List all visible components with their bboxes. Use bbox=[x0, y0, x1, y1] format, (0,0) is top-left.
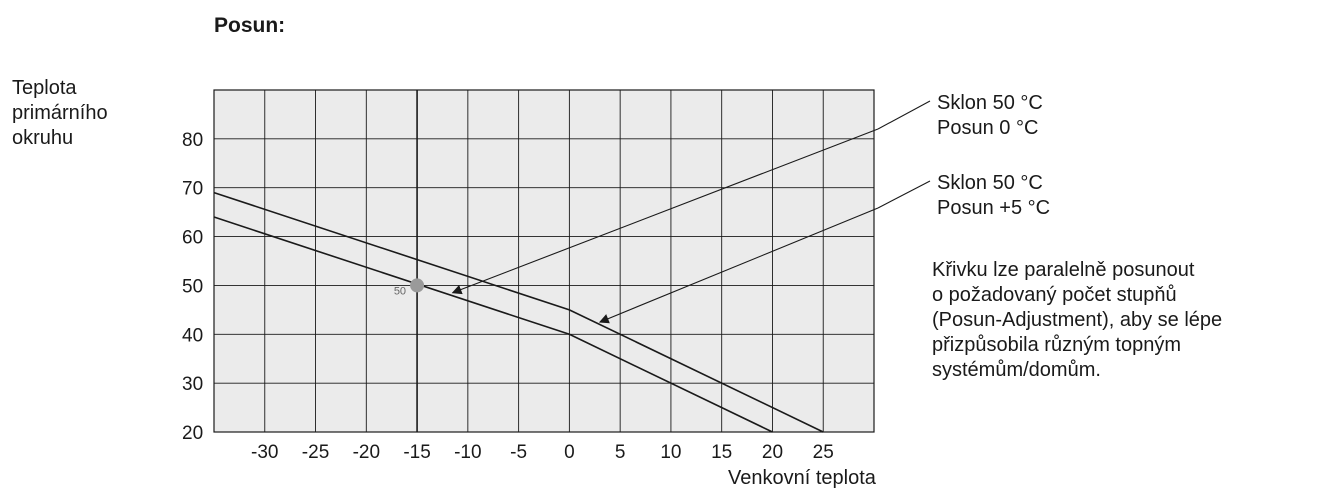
x-tick-label: -25 bbox=[302, 442, 329, 463]
x-tick-label: 10 bbox=[660, 442, 681, 463]
y-tick-label: 60 bbox=[182, 228, 203, 249]
y-axis-label-line-2: primárního bbox=[12, 102, 108, 124]
x-tick-label: -20 bbox=[353, 442, 380, 463]
annotation-posun-0: Sklon 50 °C Posun 0 °C bbox=[937, 91, 1043, 141]
x-tick-label: 15 bbox=[711, 442, 732, 463]
x-tick-label: 5 bbox=[615, 442, 626, 463]
chart-title: Posun: bbox=[214, 14, 286, 37]
y-axis-label-line-3: okruhu bbox=[12, 127, 74, 149]
y-axis-label: Teplota primárního okruhu bbox=[12, 76, 108, 151]
x-tick-label: -5 bbox=[510, 442, 527, 463]
annotation-posun-0-line-1: Sklon 50 °C bbox=[937, 92, 1043, 114]
y-tick-label: 80 bbox=[182, 130, 203, 151]
x-axis-label: Venkovní teplota bbox=[728, 467, 876, 489]
x-tick-label: 0 bbox=[564, 442, 575, 463]
y-axis-label-line-1: Teplota bbox=[12, 77, 77, 99]
curve-marker-label: 50 bbox=[394, 285, 406, 297]
series-line-1 bbox=[213, 216, 773, 433]
annotation-posun-0-line-2: Posun 0 °C bbox=[937, 117, 1039, 139]
x-tick-label: -15 bbox=[403, 442, 430, 463]
description-line-1: Křivku lze paralelně posunout bbox=[932, 259, 1195, 281]
y-tick-label: 50 bbox=[182, 276, 203, 297]
x-tick-label: -10 bbox=[454, 442, 481, 463]
y-tick-label: 40 bbox=[182, 325, 203, 346]
description-line-2: o požadovaný počet stupňů bbox=[932, 284, 1177, 306]
description-text: Křivku lze paralelně posunout o požadova… bbox=[932, 258, 1222, 383]
description-line-4: přizpůsobila různým topným bbox=[932, 334, 1181, 356]
annotation-posun-5-line-1: Sklon 50 °C bbox=[937, 172, 1043, 194]
annotation-arrow-1 bbox=[451, 128, 879, 295]
annotation-posun-5: Sklon 50 °C Posun +5 °C bbox=[937, 171, 1050, 221]
x-tick-label: -30 bbox=[251, 442, 278, 463]
x-tick-label: 25 bbox=[813, 442, 834, 463]
annotation-posun-5-line-2: Posun +5 °C bbox=[937, 197, 1051, 219]
annotation-leader-2 bbox=[877, 180, 931, 209]
curve-marker bbox=[410, 278, 425, 293]
plot-area bbox=[213, 89, 875, 433]
description-line-5: systémům/domům. bbox=[932, 359, 1101, 381]
series-line-2 bbox=[213, 191, 824, 433]
y-tick-label: 30 bbox=[182, 374, 203, 395]
y-tick-label: 20 bbox=[182, 423, 203, 444]
x-tick-label: 20 bbox=[762, 442, 783, 463]
description-line-3: (Posun-Adjustment), aby se lépe bbox=[932, 309, 1223, 331]
y-tick-label: 70 bbox=[182, 179, 203, 200]
annotation-arrow-2 bbox=[598, 207, 879, 324]
annotation-leader-1 bbox=[877, 100, 931, 130]
